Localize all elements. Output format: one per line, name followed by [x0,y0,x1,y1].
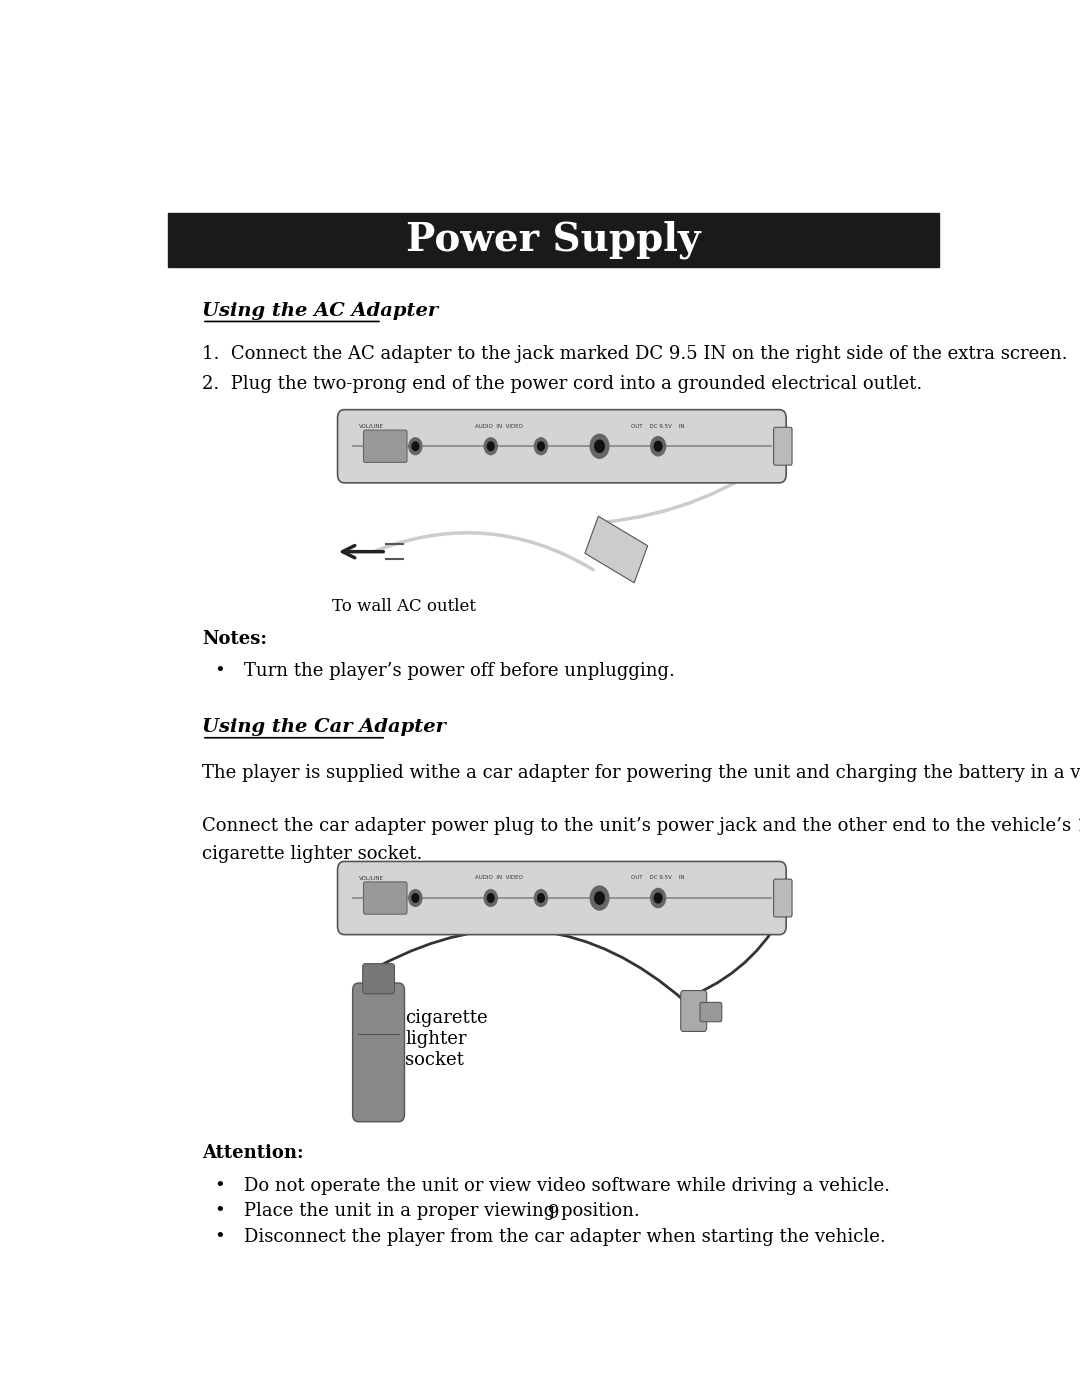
Circle shape [413,894,419,902]
Circle shape [538,441,544,451]
Circle shape [535,890,548,907]
FancyBboxPatch shape [338,862,786,935]
Text: cigarette
lighter
socket: cigarette lighter socket [405,1009,488,1069]
Text: 2.  Plug the two-prong end of the power cord into a grounded electrical outlet.: 2. Plug the two-prong end of the power c… [202,376,922,393]
FancyBboxPatch shape [773,879,792,916]
Text: •: • [215,1228,226,1246]
FancyBboxPatch shape [700,1003,721,1021]
Polygon shape [585,517,648,583]
FancyBboxPatch shape [680,990,706,1031]
Text: Place the unit in a proper viewing position.: Place the unit in a proper viewing posit… [244,1203,639,1221]
Text: AUDIO  IN  VIDEO: AUDIO IN VIDEO [475,423,523,429]
Text: OUT    DC 9.5V    IN: OUT DC 9.5V IN [632,423,685,429]
Text: Notes:: Notes: [202,630,267,648]
FancyBboxPatch shape [363,964,394,993]
Text: 9: 9 [548,1204,559,1222]
Text: To wall AC outlet: To wall AC outlet [332,598,475,615]
Circle shape [654,441,662,451]
Text: Using the AC Adapter: Using the AC Adapter [202,302,438,320]
Text: cigarette lighter socket.: cigarette lighter socket. [202,845,422,863]
Circle shape [484,890,497,907]
Circle shape [595,891,605,904]
FancyBboxPatch shape [352,983,405,1122]
Text: AUDIO  IN  VIDEO: AUDIO IN VIDEO [475,876,523,880]
Text: The player is supplied withe a car adapter for powering the unit and charging th: The player is supplied withe a car adapt… [202,764,1080,781]
Circle shape [413,441,419,451]
Circle shape [484,437,497,454]
Text: •: • [215,662,226,680]
Circle shape [409,437,422,454]
Circle shape [650,888,665,908]
FancyBboxPatch shape [773,427,792,465]
Text: Using the Car Adapter: Using the Car Adapter [202,718,446,736]
Text: Disconnect the player from the car adapter when starting the vehicle.: Disconnect the player from the car adapt… [244,1228,886,1246]
Circle shape [487,894,494,902]
FancyBboxPatch shape [364,882,407,914]
Bar [168,212,939,267]
FancyBboxPatch shape [338,409,786,483]
Text: VOL/LINE: VOL/LINE [360,876,384,880]
Text: Do not operate the unit or view video software while driving a vehicle.: Do not operate the unit or view video so… [244,1176,890,1194]
Text: Turn the player’s power off before unplugging.: Turn the player’s power off before unplu… [244,662,675,680]
Text: Power Supply: Power Supply [406,221,701,258]
Circle shape [538,894,544,902]
Circle shape [595,440,605,453]
Circle shape [535,437,548,454]
Circle shape [591,886,609,909]
Text: •: • [215,1176,226,1194]
Text: •: • [215,1203,226,1221]
Text: 1.  Connect the AC adapter to the jack marked DC 9.5 IN on the right side of the: 1. Connect the AC adapter to the jack ma… [202,345,1067,363]
Circle shape [409,890,422,907]
Circle shape [487,441,494,451]
Text: OUT    DC 9.5V    IN: OUT DC 9.5V IN [632,876,685,880]
Circle shape [591,434,609,458]
Text: Connect the car adapter power plug to the unit’s power jack and the other end to: Connect the car adapter power plug to th… [202,817,1080,835]
Circle shape [650,437,665,455]
Text: VOL/LINE: VOL/LINE [360,423,384,429]
Circle shape [654,893,662,902]
Text: Attention:: Attention: [202,1144,303,1162]
FancyBboxPatch shape [364,430,407,462]
